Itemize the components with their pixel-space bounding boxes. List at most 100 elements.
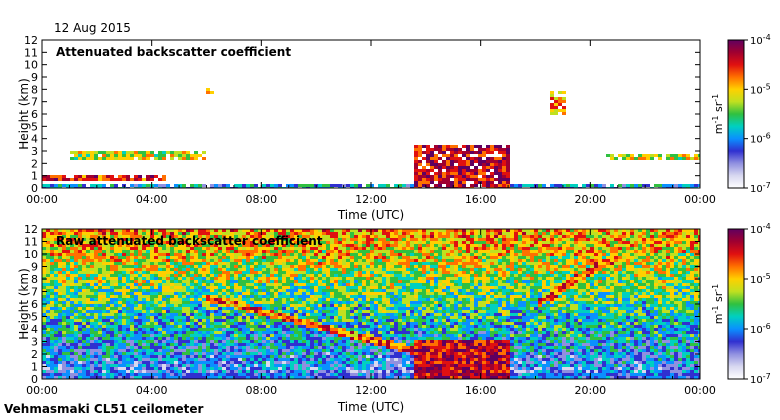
heatmap-cell — [142, 151, 146, 154]
heatmap-cell — [222, 367, 226, 370]
heatmap-cell — [186, 256, 190, 259]
heatmap-cell — [254, 253, 258, 256]
heatmap-cell — [698, 154, 700, 157]
heatmap-cell — [366, 376, 370, 379]
heatmap-cell — [206, 88, 210, 91]
heatmap-cell — [90, 334, 94, 337]
heatmap-cell — [50, 283, 54, 286]
heatmap-cell — [70, 349, 74, 352]
heatmap-cell — [130, 358, 134, 361]
heatmap-cell — [274, 367, 278, 370]
heatmap-cell — [58, 271, 62, 274]
heatmap-cell — [70, 298, 74, 301]
heatmap-cell — [250, 283, 254, 286]
heatmap-cell — [202, 358, 206, 361]
heatmap-cell — [330, 364, 334, 367]
heatmap-cell — [278, 349, 282, 352]
heatmap-cell — [266, 373, 270, 376]
heatmap-cell — [110, 283, 114, 286]
heatmap-cell — [86, 367, 90, 370]
heatmap-cell — [46, 364, 50, 367]
heatmap-cell — [234, 253, 238, 256]
heatmap-cell — [114, 232, 118, 235]
heatmap-cell — [194, 235, 198, 238]
heatmap-cell — [322, 331, 326, 334]
heatmap-cell — [342, 253, 346, 256]
heatmap-cell — [362, 307, 366, 310]
heatmap-cell — [46, 340, 50, 343]
heatmap-cell — [94, 271, 98, 274]
heatmap-cell — [358, 352, 362, 355]
heatmap-cell — [166, 352, 170, 355]
heatmap-cell — [198, 244, 202, 247]
heatmap-cell — [266, 370, 270, 373]
heatmap-cell — [70, 346, 74, 349]
heatmap-cell — [106, 325, 110, 328]
heatmap-cell — [170, 229, 174, 232]
heatmap-cell — [302, 259, 306, 262]
heatmap-cell — [202, 292, 206, 295]
heatmap-cell — [314, 274, 318, 277]
heatmap-cell — [262, 280, 266, 283]
heatmap-cell — [194, 316, 198, 319]
heatmap-cell — [122, 250, 126, 253]
heatmap-cell — [206, 340, 210, 343]
heatmap-cell — [278, 286, 282, 289]
heatmap-cell — [258, 274, 262, 277]
heatmap-cell — [138, 238, 142, 241]
heatmap-cell — [278, 265, 282, 268]
heatmap-cell — [74, 301, 78, 304]
heatmap-cell — [262, 313, 266, 316]
heatmap-cell — [74, 175, 78, 178]
heatmap-cell — [106, 244, 110, 247]
heatmap-cell — [174, 271, 178, 274]
heatmap-cell — [98, 238, 102, 241]
heatmap-cell — [70, 157, 74, 160]
heatmap-cell — [86, 325, 90, 328]
heatmap-cell — [450, 145, 454, 148]
heatmap-cell — [98, 157, 102, 160]
heatmap-cell — [158, 337, 162, 340]
heatmap-cell — [138, 298, 142, 301]
heatmap-cell — [362, 298, 366, 301]
heatmap-cell — [326, 241, 330, 244]
heatmap-cell — [202, 298, 206, 301]
heatmap-cell — [110, 325, 114, 328]
heatmap-cell — [174, 307, 178, 310]
heatmap-cell — [290, 253, 294, 256]
heatmap-cell — [214, 304, 218, 307]
heatmap-cell — [290, 301, 294, 304]
heatmap-cell — [306, 238, 310, 241]
heatmap-cell — [54, 232, 58, 235]
heatmap-cell — [142, 295, 146, 298]
heatmap-cell — [254, 337, 258, 340]
heatmap-cell — [498, 151, 502, 154]
heatmap-cell — [170, 346, 174, 349]
heatmap-cell — [278, 355, 282, 358]
heatmap-cell — [150, 286, 154, 289]
heatmap-cell — [658, 157, 662, 160]
heatmap-cell — [94, 250, 98, 253]
heatmap-cell — [242, 337, 246, 340]
heatmap-cell — [258, 250, 262, 253]
heatmap-cell — [138, 343, 142, 346]
heatmap-cell — [90, 346, 94, 349]
heatmap-cell — [174, 322, 178, 325]
heatmap-cell — [494, 145, 498, 148]
heatmap-cell — [346, 364, 350, 367]
heatmap-cell — [162, 295, 166, 298]
heatmap-cell — [362, 340, 366, 343]
heatmap-cell — [266, 286, 270, 289]
heatmap-cell — [358, 358, 362, 361]
heatmap-cell — [314, 262, 318, 265]
heatmap-cell — [334, 316, 338, 319]
heatmap-cell — [138, 310, 142, 313]
heatmap-cell — [106, 241, 110, 244]
heatmap-cell — [254, 340, 258, 343]
heatmap-cell — [202, 349, 206, 352]
heatmap-cell — [346, 367, 350, 370]
heatmap-cell — [94, 292, 98, 295]
heatmap-cell — [282, 250, 286, 253]
heatmap-cell — [82, 334, 86, 337]
heatmap-cell — [338, 313, 342, 316]
